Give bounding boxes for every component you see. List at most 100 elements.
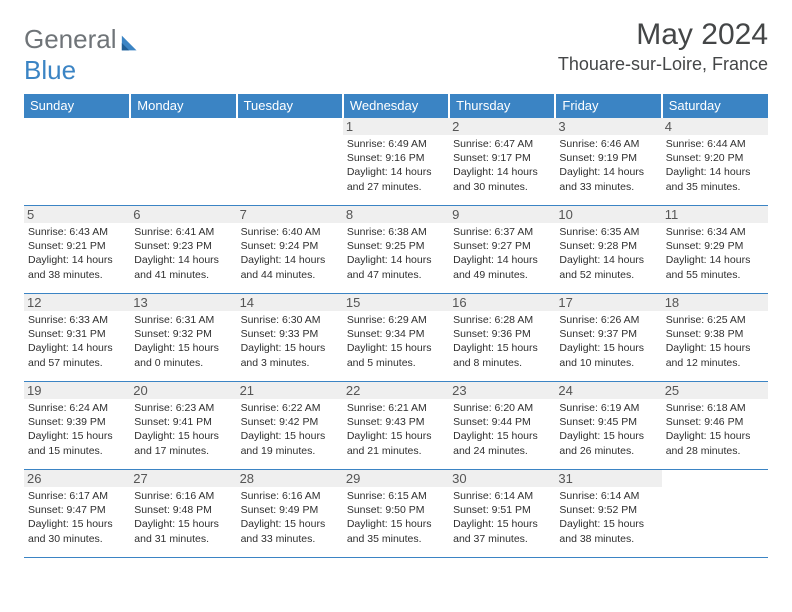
day-number: 31: [555, 470, 661, 487]
day-number: 8: [343, 206, 449, 223]
day-number: 24: [555, 382, 661, 399]
calendar-page: GeneralBlue May 2024 Thouare-sur-Loire, …: [0, 0, 792, 558]
day-number: 30: [449, 470, 555, 487]
day-info: Sunrise: 6:26 AMSunset: 9:37 PMDaylight:…: [559, 313, 657, 370]
day-number: 17: [555, 294, 661, 311]
month-title: May 2024: [558, 18, 768, 52]
logo: GeneralBlue: [24, 24, 142, 86]
calendar-day-cell: 31 Sunrise: 6:14 AMSunset: 9:52 PMDayligh…: [555, 470, 661, 558]
day-info: Sunrise: 6:35 AMSunset: 9:28 PMDaylight:…: [559, 225, 657, 282]
weekday-header: Tuesday: [237, 94, 343, 118]
day-number: 25: [662, 382, 768, 399]
logo-word2: Blue: [24, 55, 76, 85]
day-number: 1: [343, 118, 449, 135]
weekday-header: Sunday: [24, 94, 130, 118]
day-info: Sunrise: 6:24 AMSunset: 9:39 PMDaylight:…: [28, 401, 126, 458]
day-info: Sunrise: 6:34 AMSunset: 9:29 PMDaylight:…: [666, 225, 764, 282]
day-number: 15: [343, 294, 449, 311]
calendar-day-cell: 15 Sunrise: 6:29 AMSunset: 9:34 PMDayligh…: [343, 294, 449, 382]
day-info: Sunrise: 6:41 AMSunset: 9:23 PMDaylight:…: [134, 225, 232, 282]
day-number: 27: [130, 470, 236, 487]
calendar-head: SundayMondayTuesdayWednesdayThursdayFrid…: [24, 94, 768, 118]
day-info: Sunrise: 6:14 AMSunset: 9:51 PMDaylight:…: [453, 489, 551, 546]
calendar-day-cell: 24 Sunrise: 6:19 AMSunset: 9:45 PMDayligh…: [555, 382, 661, 470]
calendar-day-cell: 12Sunrise: 6:33 AMSunset: 9:31 PMDayligh…: [24, 294, 130, 382]
calendar-day-cell: 22 Sunrise: 6:21 AMSunset: 9:43 PMDayligh…: [343, 382, 449, 470]
day-info: Sunrise: 6:49 AMSunset: 9:16 PMDaylight:…: [347, 137, 445, 194]
day-info: Sunrise: 6:17 AMSunset: 9:47 PMDaylight:…: [28, 489, 126, 546]
calendar-week-row: 1 Sunrise: 6:49 AMSunset: 9:16 PMDaylight…: [24, 118, 768, 206]
calendar-day-cell: 8 Sunrise: 6:38 AMSunset: 9:25 PMDaylight…: [343, 206, 449, 294]
day-info: Sunrise: 6:23 AMSunset: 9:41 PMDaylight:…: [134, 401, 232, 458]
calendar-body: 1 Sunrise: 6:49 AMSunset: 9:16 PMDaylight…: [24, 118, 768, 558]
day-info: Sunrise: 6:33 AMSunset: 9:31 PMDaylight:…: [28, 313, 126, 370]
day-number: 22: [343, 382, 449, 399]
weekday-header: Thursday: [449, 94, 555, 118]
calendar-table: SundayMondayTuesdayWednesdayThursdayFrid…: [24, 94, 768, 558]
day-info: Sunrise: 6:16 AMSunset: 9:49 PMDaylight:…: [241, 489, 339, 546]
calendar-day-cell: 27 Sunrise: 6:16 AMSunset: 9:48 PMDayligh…: [130, 470, 236, 558]
day-info: Sunrise: 6:38 AMSunset: 9:25 PMDaylight:…: [347, 225, 445, 282]
day-number: 3: [555, 118, 661, 135]
calendar-day-cell: 19Sunrise: 6:24 AMSunset: 9:39 PMDayligh…: [24, 382, 130, 470]
calendar-day-cell: 20 Sunrise: 6:23 AMSunset: 9:41 PMDayligh…: [130, 382, 236, 470]
calendar-day-cell: 21 Sunrise: 6:22 AMSunset: 9:42 PMDayligh…: [237, 382, 343, 470]
day-number: 16: [449, 294, 555, 311]
day-info: Sunrise: 6:25 AMSunset: 9:38 PMDaylight:…: [666, 313, 764, 370]
header: GeneralBlue May 2024 Thouare-sur-Loire, …: [24, 18, 768, 86]
location: Thouare-sur-Loire, France: [558, 54, 768, 75]
day-number: 7: [237, 206, 343, 223]
day-info: Sunrise: 6:40 AMSunset: 9:24 PMDaylight:…: [241, 225, 339, 282]
calendar-day-cell: 14 Sunrise: 6:30 AMSunset: 9:33 PMDayligh…: [237, 294, 343, 382]
logo-text: GeneralBlue: [24, 24, 142, 86]
calendar-empty-cell: [237, 118, 343, 206]
day-info: Sunrise: 6:15 AMSunset: 9:50 PMDaylight:…: [347, 489, 445, 546]
calendar-day-cell: 4Sunrise: 6:44 AMSunset: 9:20 PMDaylight…: [662, 118, 768, 206]
calendar-week-row: 12Sunrise: 6:33 AMSunset: 9:31 PMDayligh…: [24, 294, 768, 382]
logo-word1: General: [24, 24, 117, 54]
calendar-day-cell: 16Sunrise: 6:28 AMSunset: 9:36 PMDayligh…: [449, 294, 555, 382]
day-info: Sunrise: 6:14 AMSunset: 9:52 PMDaylight:…: [559, 489, 657, 546]
day-number: 14: [237, 294, 343, 311]
calendar-week-row: 19Sunrise: 6:24 AMSunset: 9:39 PMDayligh…: [24, 382, 768, 470]
calendar-day-cell: 18 Sunrise: 6:25 AMSunset: 9:38 PMDayligh…: [662, 294, 768, 382]
calendar-day-cell: 7 Sunrise: 6:40 AMSunset: 9:24 PMDaylight…: [237, 206, 343, 294]
calendar-empty-cell: [24, 118, 130, 206]
calendar-week-row: 5Sunrise: 6:43 AMSunset: 9:21 PMDaylight…: [24, 206, 768, 294]
weekday-header: Monday: [130, 94, 236, 118]
calendar-day-cell: 3Sunrise: 6:46 AMSunset: 9:19 PMDaylight…: [555, 118, 661, 206]
day-info: Sunrise: 6:29 AMSunset: 9:34 PMDaylight:…: [347, 313, 445, 370]
calendar-empty-cell: [662, 470, 768, 558]
calendar-day-cell: 6Sunrise: 6:41 AMSunset: 9:23 PMDaylight…: [130, 206, 236, 294]
title-block: May 2024 Thouare-sur-Loire, France: [558, 18, 768, 75]
day-info: Sunrise: 6:44 AMSunset: 9:20 PMDaylight:…: [666, 137, 764, 194]
day-number: 29: [343, 470, 449, 487]
day-number: 28: [237, 470, 343, 487]
day-info: Sunrise: 6:43 AMSunset: 9:21 PMDaylight:…: [28, 225, 126, 282]
calendar-day-cell: 10Sunrise: 6:35 AMSunset: 9:28 PMDayligh…: [555, 206, 661, 294]
calendar-day-cell: 28 Sunrise: 6:16 AMSunset: 9:49 PMDayligh…: [237, 470, 343, 558]
calendar-day-cell: 29 Sunrise: 6:15 AMSunset: 9:50 PMDayligh…: [343, 470, 449, 558]
day-number: 20: [130, 382, 236, 399]
day-number: 21: [237, 382, 343, 399]
day-info: Sunrise: 6:21 AMSunset: 9:43 PMDaylight:…: [347, 401, 445, 458]
calendar-day-cell: 17 Sunrise: 6:26 AMSunset: 9:37 PMDayligh…: [555, 294, 661, 382]
weekday-header: Wednesday: [343, 94, 449, 118]
calendar-week-row: 26Sunrise: 6:17 AMSunset: 9:47 PMDayligh…: [24, 470, 768, 558]
day-number: 18: [662, 294, 768, 311]
calendar-day-cell: 9Sunrise: 6:37 AMSunset: 9:27 PMDaylight…: [449, 206, 555, 294]
calendar-empty-cell: [130, 118, 236, 206]
day-info: Sunrise: 6:19 AMSunset: 9:45 PMDaylight:…: [559, 401, 657, 458]
day-number: 13: [130, 294, 236, 311]
day-info: Sunrise: 6:30 AMSunset: 9:33 PMDaylight:…: [241, 313, 339, 370]
calendar-day-cell: 1 Sunrise: 6:49 AMSunset: 9:16 PMDaylight…: [343, 118, 449, 206]
calendar-day-cell: 13 Sunrise: 6:31 AMSunset: 9:32 PMDayligh…: [130, 294, 236, 382]
day-info: Sunrise: 6:22 AMSunset: 9:42 PMDaylight:…: [241, 401, 339, 458]
day-info: Sunrise: 6:31 AMSunset: 9:32 PMDaylight:…: [134, 313, 232, 370]
day-info: Sunrise: 6:16 AMSunset: 9:48 PMDaylight:…: [134, 489, 232, 546]
calendar-day-cell: 2Sunrise: 6:47 AMSunset: 9:17 PMDaylight…: [449, 118, 555, 206]
calendar-day-cell: 5Sunrise: 6:43 AMSunset: 9:21 PMDaylight…: [24, 206, 130, 294]
day-number: 11: [662, 206, 768, 223]
day-number: 9: [449, 206, 555, 223]
day-number: 2: [449, 118, 555, 135]
